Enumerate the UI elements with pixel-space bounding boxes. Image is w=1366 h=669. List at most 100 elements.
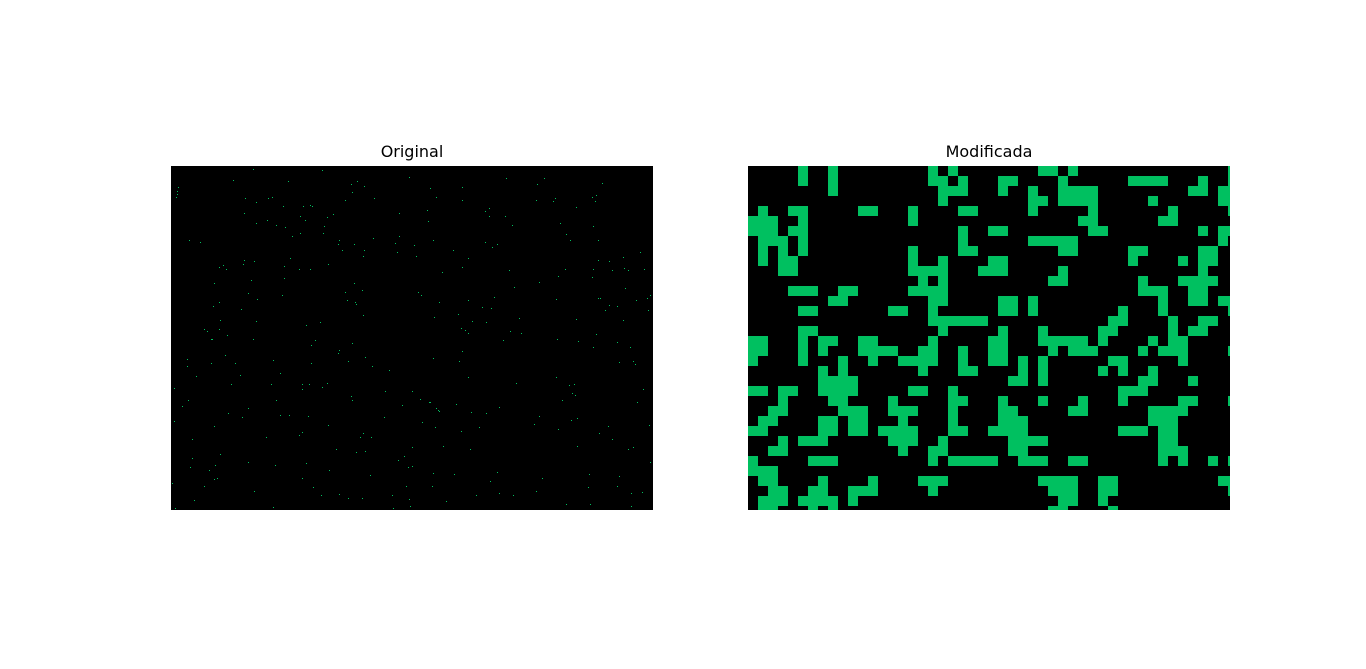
noise-pixel: [233, 180, 234, 181]
dilated-pixel-block: [818, 366, 828, 376]
dilated-pixel-block: [948, 386, 958, 396]
dilated-pixel-block: [828, 176, 838, 186]
dilated-pixel-block: [778, 236, 788, 246]
noise-pixel: [558, 276, 559, 277]
noise-pixel: [211, 363, 212, 364]
dilated-pixel-block: [828, 426, 838, 436]
noise-pixel: [174, 388, 175, 389]
dilated-pixel-block: [758, 496, 768, 506]
dilated-pixel-block: [788, 286, 798, 296]
noise-pixel: [188, 400, 189, 401]
dilated-pixel-block: [838, 406, 848, 416]
dilated-pixel-block: [1028, 206, 1038, 216]
dilated-pixel-block: [1058, 236, 1068, 246]
noise-pixel: [534, 424, 535, 425]
dilated-pixel-block: [858, 486, 868, 496]
dilated-pixel-block: [1178, 446, 1188, 456]
dilated-pixel-block: [1158, 406, 1168, 416]
dilated-pixel-block: [758, 216, 768, 226]
noise-pixel: [446, 501, 447, 502]
noise-pixel: [329, 470, 330, 471]
dilated-pixel-block: [1188, 186, 1198, 196]
noise-pixel: [313, 487, 314, 488]
noise-pixel: [363, 433, 364, 434]
dilated-pixel-block: [1158, 176, 1168, 186]
dilated-pixel-block: [958, 236, 968, 246]
noise-pixel: [374, 198, 375, 199]
dilated-pixel-block: [758, 506, 768, 510]
dilated-pixel-block: [938, 476, 948, 486]
dilated-pixel-block: [958, 186, 968, 196]
dilated-pixel-block: [938, 446, 948, 456]
noise-pixel: [513, 495, 514, 496]
noise-pixel: [284, 278, 285, 279]
dilated-pixel-block: [838, 376, 848, 386]
noise-pixel: [468, 258, 469, 259]
noise-pixel: [489, 216, 490, 217]
noise-pixel: [509, 270, 510, 271]
noise-pixel: [485, 242, 486, 243]
dilated-pixel-block: [1098, 486, 1108, 496]
noise-pixel: [327, 383, 328, 384]
noise-pixel: [612, 439, 613, 440]
dilated-pixel-block: [1088, 216, 1098, 226]
dilated-pixel-block: [798, 356, 808, 366]
noise-pixel: [276, 400, 277, 401]
dilated-pixel-block: [778, 486, 788, 496]
dilated-pixel-block: [908, 426, 918, 436]
noise-pixel: [436, 197, 437, 198]
dilated-pixel-block: [908, 256, 918, 266]
dilated-pixel-block: [938, 196, 948, 206]
dilated-pixel-block: [748, 386, 758, 396]
dilated-pixel-block: [788, 226, 798, 236]
noise-pixel: [323, 233, 324, 234]
dilated-pixel-block: [908, 206, 918, 216]
dilated-pixel-block: [868, 486, 878, 496]
noise-pixel: [280, 415, 281, 416]
noise-pixel: [385, 391, 386, 392]
dilated-pixel-block: [908, 386, 918, 396]
noise-pixel: [322, 170, 323, 171]
noise-pixel: [351, 396, 352, 397]
dilated-pixel-block: [948, 396, 958, 406]
noise-pixel: [226, 269, 227, 270]
noise-pixel: [619, 476, 620, 477]
dilated-pixel-block: [918, 276, 928, 286]
noise-pixel: [303, 206, 304, 207]
dilated-pixel-block: [938, 436, 948, 446]
noise-pixel: [196, 376, 197, 377]
noise-pixel: [429, 402, 430, 403]
dilated-pixel-block: [1228, 186, 1230, 196]
dilated-pixel-block: [998, 406, 1008, 416]
noise-pixel: [562, 400, 563, 401]
original-image: [171, 166, 653, 510]
dilated-pixel-block: [1008, 176, 1018, 186]
dilated-pixel-block: [938, 316, 948, 326]
dilated-pixel-block: [768, 416, 778, 426]
noise-pixel: [593, 269, 594, 270]
dilated-pixel-block: [1208, 316, 1218, 326]
dilated-pixel-block: [938, 276, 948, 286]
noise-pixel: [592, 197, 593, 198]
dilated-pixel-block: [928, 446, 938, 456]
dilated-pixel-block: [788, 256, 798, 266]
noise-pixel: [345, 292, 346, 293]
dilated-pixel-block: [1018, 376, 1028, 386]
dilated-pixel-block: [958, 456, 968, 466]
noise-pixel: [268, 198, 269, 199]
noise-pixel: [593, 226, 594, 227]
noise-pixel: [302, 478, 303, 479]
dilated-pixel-block: [768, 506, 778, 510]
noise-pixel: [245, 198, 246, 199]
noise-pixel: [348, 498, 349, 499]
dilated-pixel-block: [818, 336, 828, 346]
noise-pixel: [505, 216, 506, 217]
dilated-pixel-block: [828, 166, 838, 176]
dilated-pixel-block: [758, 416, 768, 426]
dilated-pixel-block: [1148, 366, 1158, 376]
dilated-pixel-block: [998, 296, 1008, 306]
dilated-pixel-block: [1008, 406, 1018, 416]
dilated-pixel-block: [1138, 376, 1148, 386]
noise-pixel: [406, 486, 407, 487]
noise-pixel: [635, 364, 636, 365]
